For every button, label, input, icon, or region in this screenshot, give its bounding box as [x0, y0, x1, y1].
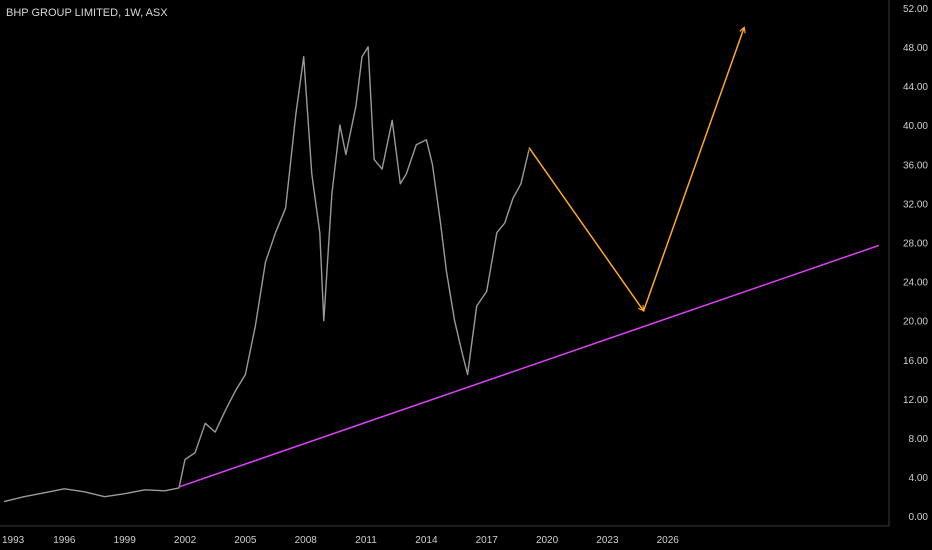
y-tick-label: 40.00 [903, 121, 928, 132]
x-tick-label: 2011 [355, 535, 377, 546]
y-tick-label: 0.00 [909, 512, 929, 523]
projection-arrowhead [739, 26, 746, 34]
x-tick-label: 1999 [114, 535, 137, 546]
y-tick-label: 16.00 [903, 356, 928, 367]
y-tick-label: 8.00 [909, 434, 929, 445]
y-tick-label: 4.00 [909, 473, 929, 484]
series-price-line [3, 46, 530, 503]
projection-mid-arrowhead [637, 304, 645, 312]
x-tick-label: 2020 [536, 535, 559, 546]
y-tick-label: 24.00 [903, 278, 928, 289]
y-tick-label: 44.00 [903, 82, 928, 93]
x-axis: 1993 1996 1999 2002 2005 2008 2011 2014 2017 2020… [2, 535, 679, 546]
x-tick-label: 2023 [596, 535, 619, 546]
y-tick-label: 28.00 [903, 238, 928, 249]
plot-area [3, 26, 880, 503]
x-tick-label: 2014 [415, 535, 438, 546]
y-tick-label: 48.00 [903, 43, 928, 54]
y-tick-label: 20.00 [903, 317, 928, 328]
x-tick-label: 1996 [53, 535, 76, 546]
x-tick-label: 2005 [234, 535, 257, 546]
series-projection-line [528, 27, 745, 312]
x-tick-label: 2002 [174, 535, 197, 546]
x-tick-label: 2026 [657, 535, 680, 546]
y-axis: 0.00 4.00 8.00 12.00 16.00 20.00 24.00 28.00 32.… [903, 4, 928, 523]
chart-title: BHP GROUP LIMITED, 1W, ASX [6, 7, 168, 19]
y-tick-label: 52.00 [903, 4, 928, 15]
x-tick-label: 1993 [2, 535, 25, 546]
y-tick-label: 12.00 [903, 395, 928, 406]
x-tick-label: 2008 [295, 535, 318, 546]
y-tick-label: 32.00 [903, 199, 928, 210]
series-trendline-line [178, 244, 880, 488]
y-tick-label: 36.00 [903, 160, 928, 171]
x-tick-label: 2017 [476, 535, 499, 546]
